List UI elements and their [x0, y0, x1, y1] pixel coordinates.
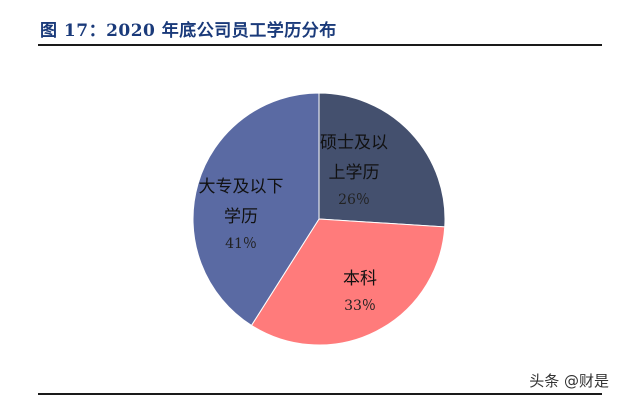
slice-college-and-below	[192, 92, 320, 327]
slice-masters-and-above	[318, 92, 446, 228]
slice-label: 硕士及以	[320, 133, 388, 153]
watermark-text: 头条 @财是	[529, 372, 609, 390]
slice-percent-label: 26％	[338, 192, 370, 208]
slice-label: 大专及以下	[199, 177, 284, 197]
chart-title: 图 17：2020 年底公司员工学历分布	[40, 21, 337, 41]
slice-label: 本科	[343, 269, 377, 289]
slice-percent-label: 41％	[225, 236, 257, 252]
bottom-rule	[38, 393, 602, 395]
slice-label: 上学历	[329, 163, 380, 183]
slice-percent-label: 33％	[344, 298, 376, 314]
top-rule	[38, 44, 602, 46]
slice-bachelor	[250, 218, 446, 346]
slice-label: 学历	[224, 207, 258, 227]
